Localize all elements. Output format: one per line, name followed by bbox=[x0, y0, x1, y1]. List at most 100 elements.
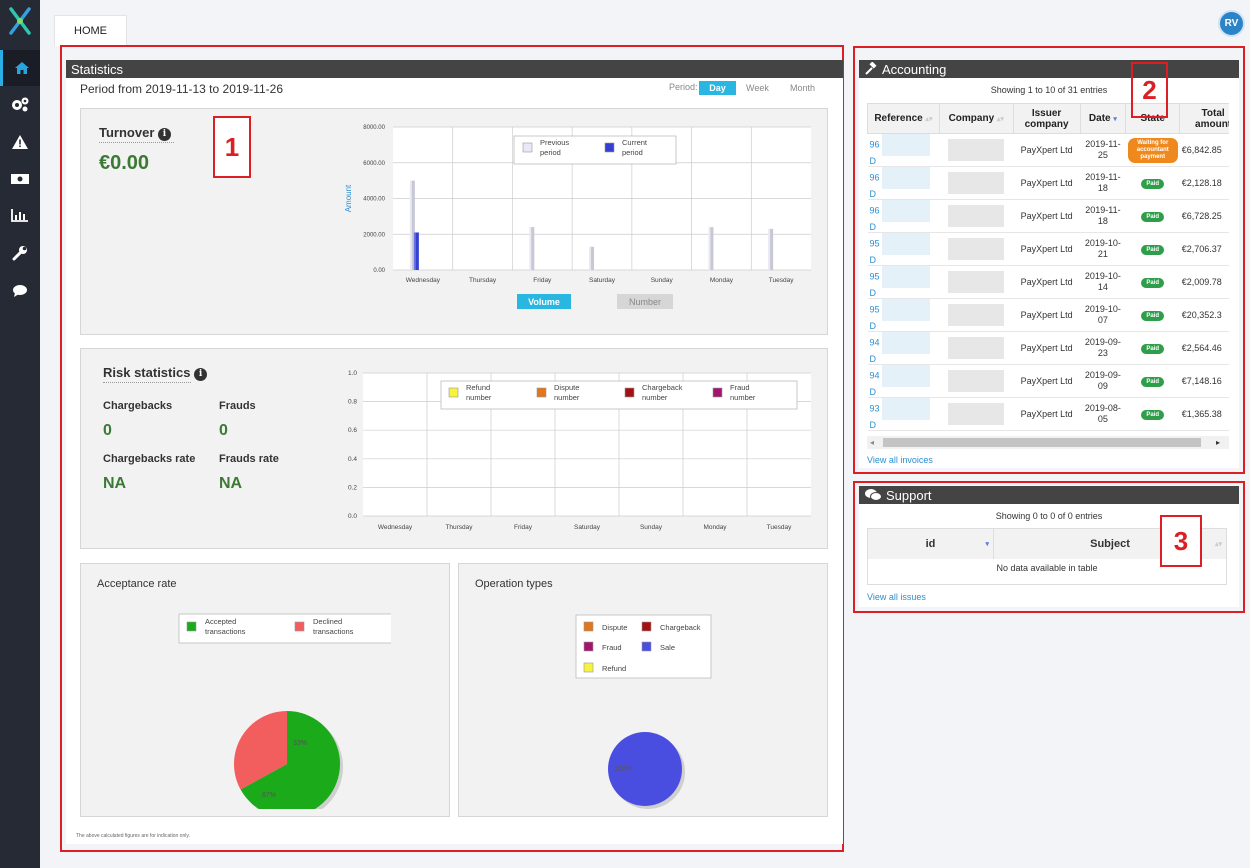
reference-link[interactable]: 96 bbox=[869, 172, 880, 183]
legend-swatch bbox=[641, 641, 652, 652]
legend-swatch bbox=[641, 621, 652, 632]
legend-label: number bbox=[466, 393, 492, 402]
legend-swatch bbox=[712, 387, 723, 398]
col-date[interactable]: Date ▾ bbox=[1079, 103, 1127, 134]
info-icon[interactable]: i bbox=[158, 127, 172, 141]
issuer-cell: PayXpert Ltd bbox=[1013, 133, 1080, 167]
redacted-text bbox=[948, 403, 1005, 425]
reference-link[interactable]: 93 bbox=[869, 403, 880, 414]
reference-link[interactable]: 96 bbox=[869, 139, 880, 150]
period-week-button[interactable]: Week bbox=[746, 83, 769, 93]
table-row[interactable]: 94 D PayXpert Ltd 2019-09-09 Paid €7,148.16 bbox=[867, 364, 1229, 398]
ref-cell[interactable]: 94 D bbox=[867, 364, 940, 398]
col-issuer[interactable]: Issuer company bbox=[1012, 103, 1081, 134]
accounting-panel: Accounting Showing 1 to 10 of 31 entries… bbox=[859, 60, 1239, 468]
turnover-chart: 8000.00 6000.00 4000.00 2000.00 0.00 Amount We… bbox=[344, 125, 811, 284]
sidebar-item-reports[interactable] bbox=[0, 197, 40, 233]
date-cell: 2019-09-23 bbox=[1080, 331, 1126, 365]
info-icon[interactable]: i bbox=[194, 367, 208, 381]
accounting-highlight bbox=[853, 46, 1245, 474]
legend-swatch bbox=[522, 142, 533, 153]
table-row[interactable]: 94 D PayXpert Ltd 2019-09-23 Paid €2,564.46 bbox=[867, 331, 1229, 365]
company-cell bbox=[939, 331, 1014, 365]
pie-value-label: 33% bbox=[293, 740, 307, 747]
table-row[interactable]: 95 D PayXpert Ltd 2019-10-21 Paid €2,706.37 bbox=[867, 232, 1229, 266]
gavel-icon bbox=[865, 62, 877, 75]
ref-cell[interactable]: 96 D bbox=[867, 166, 940, 200]
state-cell: Paid bbox=[1125, 166, 1180, 200]
state-cell: Paid bbox=[1125, 232, 1180, 266]
period-month-button[interactable]: Month bbox=[790, 83, 816, 93]
scroll-left-icon[interactable]: ◂ bbox=[870, 438, 875, 447]
reference-link-end[interactable]: D bbox=[869, 156, 877, 166]
ref-cell[interactable]: 96 D bbox=[867, 199, 940, 233]
number-toggle[interactable]: Number bbox=[617, 294, 673, 309]
sidebar-item-home[interactable] bbox=[0, 50, 40, 86]
reference-link[interactable]: 95 bbox=[869, 271, 880, 282]
table-row[interactable]: 95 D PayXpert Ltd 2019-10-07 Paid €20,352.3 bbox=[867, 298, 1229, 332]
ref-cell[interactable]: 93D bbox=[867, 430, 940, 431]
scrollbar-thumb[interactable] bbox=[883, 438, 1201, 447]
volume-toggle[interactable]: Volume bbox=[517, 294, 571, 309]
col-company[interactable]: Company ▴▾ bbox=[938, 103, 1014, 134]
sidebar-item-chat[interactable] bbox=[0, 273, 40, 309]
legend-label: Dispute bbox=[554, 383, 579, 392]
sidebar-item-alerts[interactable] bbox=[0, 124, 40, 160]
legend-label: transactions bbox=[205, 627, 246, 636]
reference-link-end[interactable]: D bbox=[869, 387, 877, 397]
ref-cell[interactable]: 95 D bbox=[867, 265, 940, 299]
horizontal-scrollbar[interactable]: ◂ ▸ bbox=[867, 436, 1229, 449]
company-cell bbox=[939, 199, 1014, 233]
ref-cell[interactable]: 95 D bbox=[867, 298, 940, 332]
reference-link[interactable]: 94 bbox=[869, 337, 880, 348]
sidebar-item-tools[interactable] bbox=[0, 235, 40, 271]
col-amount[interactable]: Total amount bbox=[1179, 103, 1229, 134]
table-row[interactable]: 95 D PayXpert Ltd 2019-10-14 Paid €2,009.78 bbox=[867, 265, 1229, 299]
period-text: Period from 2019-11-13 to 2019-11-26 bbox=[80, 82, 284, 96]
reference-link-end[interactable]: D bbox=[869, 222, 877, 232]
reference-link[interactable]: 96 bbox=[869, 205, 880, 216]
view-all-issues-link[interactable]: View all issues bbox=[867, 592, 926, 602]
reference-link[interactable]: 95 bbox=[869, 304, 880, 315]
bar-highlight bbox=[413, 232, 416, 270]
reference-link-end[interactable]: D bbox=[869, 321, 877, 331]
logo-icon[interactable] bbox=[8, 6, 32, 36]
table-row[interactable]: 96 D PayXpert Ltd 2019-11-18 Paid €6,728.25 bbox=[867, 199, 1229, 233]
statistics-header: Statistics bbox=[66, 60, 843, 78]
reference-link-end[interactable]: D bbox=[869, 255, 877, 265]
table-row[interactable]: 96 D PayXpert Ltd 2019-11-18 Paid €2,128.18 bbox=[867, 166, 1229, 200]
reference-link[interactable]: 95 bbox=[869, 238, 880, 249]
ref-cell[interactable]: 96 D bbox=[867, 133, 940, 167]
ref-cell[interactable]: 94 D bbox=[867, 331, 940, 365]
status-badge: Paid bbox=[1141, 245, 1165, 255]
reference-link-end[interactable]: D bbox=[869, 189, 877, 199]
company-cell bbox=[939, 364, 1014, 398]
redacted-text bbox=[881, 200, 930, 222]
table-row[interactable]: 93D PayXpert Ltd 2019-08-05 Paid €1,365.38 bbox=[867, 397, 1229, 431]
sidebar-item-payments[interactable] bbox=[0, 161, 40, 197]
amount-cell: €6,728.25 bbox=[1179, 199, 1229, 233]
acceptance-card: Acceptance rate Accepted transactions Decl… bbox=[80, 563, 450, 817]
col-state[interactable]: State bbox=[1125, 103, 1181, 134]
table-row[interactable]: 96 D PayXpert Ltd 2019-11-25 Waiting for acc… bbox=[867, 133, 1229, 167]
period-day-button[interactable]: Day bbox=[699, 81, 736, 95]
turnover-value: €0.00 bbox=[99, 152, 150, 174]
home-icon bbox=[14, 62, 29, 74]
scroll-right-icon[interactable]: ▸ bbox=[1216, 438, 1221, 447]
col-reference[interactable]: Reference ▴▾ bbox=[867, 103, 940, 134]
reference-link-end[interactable]: D bbox=[869, 354, 877, 364]
avatar[interactable]: RV bbox=[1218, 10, 1245, 37]
legend-label: period bbox=[622, 148, 643, 157]
tab-home[interactable]: HOME bbox=[54, 15, 127, 46]
reference-link-end[interactable]: D bbox=[869, 420, 877, 430]
legend-box bbox=[178, 613, 391, 644]
ref-cell[interactable]: 95 D bbox=[867, 232, 940, 266]
col-id[interactable]: id ▾ bbox=[868, 529, 994, 559]
reference-link[interactable]: 94 bbox=[869, 370, 880, 381]
accounting-table: Reference ▴▾ Company ▴▾ Issuer company D… bbox=[867, 103, 1229, 431]
view-all-invoices-link[interactable]: View all invoices bbox=[867, 455, 933, 465]
ref-cell[interactable]: 93 D bbox=[867, 397, 940, 431]
sidebar-item-settings[interactable] bbox=[0, 86, 40, 122]
reference-link-end[interactable]: D bbox=[869, 288, 877, 298]
